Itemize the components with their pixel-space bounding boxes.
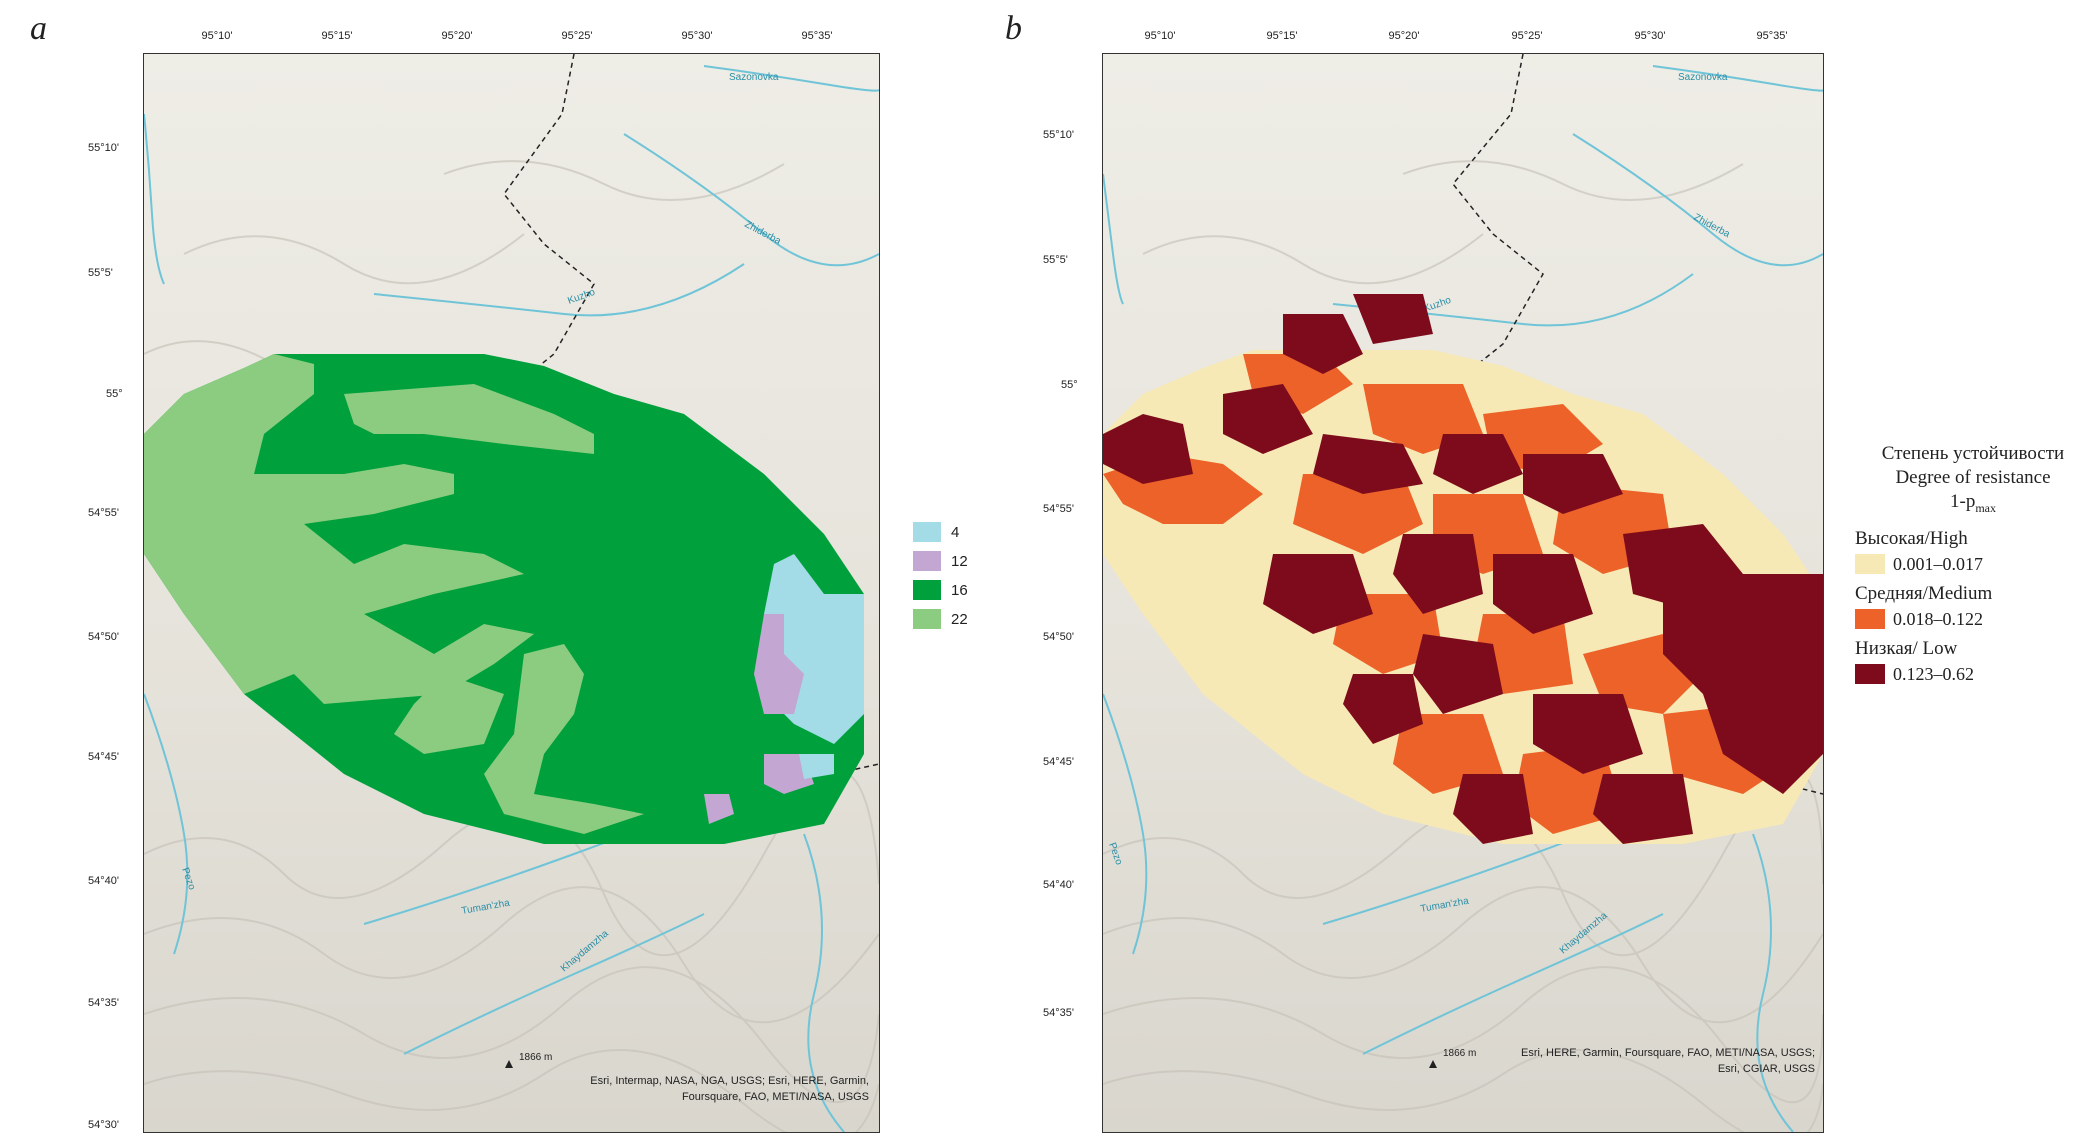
lat-tick: 55° — [106, 388, 123, 400]
legend-a-item-22: 22 — [913, 609, 968, 629]
legend-swatch — [1855, 664, 1885, 685]
legend-range: 0.001–0.017 — [1893, 553, 1983, 574]
river-label-sazonovka: Sazonovka — [729, 72, 779, 83]
credit-line-1: Esri, Intermap, NASA, NGA, USGS; Esri, H… — [590, 1075, 869, 1087]
legend-label: 22 — [951, 610, 968, 628]
legend-class-high: 0.001–0.017 — [1855, 554, 2091, 575]
class-22-patch-south — [484, 644, 644, 834]
lat-tick: 55°10' — [88, 142, 119, 154]
peak-icon — [1429, 1060, 1437, 1068]
lat-tick: 55° — [1061, 379, 1078, 391]
legend-a-item-4: 4 — [913, 522, 959, 542]
lat-tick: 54°45' — [88, 751, 119, 763]
legend-class-low: 0.123–0.62 — [1855, 664, 2091, 685]
legend-swatch — [1855, 609, 1885, 630]
credit-line-2: Foursquare, FAO, METI/NASA, USGS — [682, 1091, 869, 1103]
legend-class-high-name: Высокая/High — [1855, 527, 1968, 549]
lat-tick: 54°40' — [1043, 879, 1074, 891]
class-12-patch-small — [704, 794, 734, 824]
lon-tick: 95°10' — [1144, 30, 1176, 42]
lat-tick: 55°10' — [1043, 129, 1074, 141]
legend-a-item-16: 16 — [913, 580, 968, 600]
lon-tick: 95°20' — [1388, 30, 1420, 42]
lat-tick: 55°5' — [1043, 254, 1068, 266]
legend-class-medium: 0.018–0.122 — [1855, 609, 2091, 630]
legend-title-en: Degree of resistance — [1895, 467, 2051, 488]
river-label-sazonovka: Sazonovka — [1678, 72, 1728, 83]
lon-tick: 95°35' — [1756, 30, 1788, 42]
peak-label: 1866 m — [1443, 1048, 1476, 1059]
legend-formula: 1-pmax — [1855, 490, 2091, 520]
legend-swatch — [913, 551, 941, 571]
credit-line-1: Esri, HERE, Garmin, Foursquare, FAO, MET… — [1521, 1047, 1815, 1059]
lat-tick: 54°35' — [1043, 1007, 1074, 1019]
lat-tick: 54°30' — [88, 1119, 119, 1131]
legend-range: 0.018–0.122 — [1893, 608, 1983, 629]
credit-line-2: Esri, CGIAR, USGS — [1718, 1063, 1815, 1075]
lon-tick: 95°15' — [321, 30, 353, 42]
lon-tick: 95°10' — [201, 30, 233, 42]
lon-tick: 95°35' — [801, 30, 833, 42]
legend-label: 12 — [951, 552, 968, 570]
peak-label: 1866 m — [519, 1052, 552, 1063]
map-panel-b: Sazonovka Zhiderba Kuzho Pezo Tuman'zha … — [1102, 53, 1824, 1133]
panel-a-letter: a — [30, 10, 47, 47]
class-low-areas — [1103, 294, 1823, 844]
lon-tick: 95°25' — [561, 30, 593, 42]
lat-tick: 54°55' — [1043, 503, 1074, 515]
legend-swatch — [913, 522, 941, 542]
class-4-patch — [799, 754, 834, 779]
lon-tick: 95°20' — [441, 30, 473, 42]
formula-base: 1-p — [1950, 491, 1976, 512]
map-a-svg: Sazonovka Zhiderba Kuzho Pezo Tuman'zha … — [144, 54, 879, 1132]
lon-tick: 95°15' — [1266, 30, 1298, 42]
formula-subscript: max — [1975, 500, 1996, 515]
panel-b-letter: b — [1005, 10, 1022, 47]
class-22-area — [144, 354, 534, 704]
lat-tick: 54°35' — [88, 997, 119, 1009]
class-12-area — [754, 614, 804, 714]
legend-a-item-12: 12 — [913, 551, 968, 571]
lat-tick: 54°45' — [1043, 756, 1074, 768]
lat-tick: 54°40' — [88, 875, 119, 887]
legend-swatch — [913, 609, 941, 629]
legend-range: 0.123–0.62 — [1893, 663, 1974, 684]
admin-border — [1452, 54, 1544, 385]
lon-tick: 95°30' — [1634, 30, 1666, 42]
map-b-svg: Sazonovka Zhiderba Kuzho Pezo Tuman'zha … — [1103, 54, 1823, 1132]
class-22-patch-mid — [394, 674, 504, 754]
peak-icon — [505, 1060, 513, 1068]
legend-class-medium-name: Средняя/Medium — [1855, 582, 1993, 604]
lat-tick: 55°5' — [88, 267, 113, 279]
lat-tick: 54°50' — [88, 631, 119, 643]
legend-title-ru: Степень устойчивости — [1881, 443, 2065, 464]
legend-swatch — [1855, 554, 1885, 575]
lat-tick: 54°50' — [1043, 631, 1074, 643]
lon-tick: 95°25' — [1511, 30, 1543, 42]
lon-tick: 95°30' — [681, 30, 713, 42]
map-panel-a: Sazonovka Zhiderba Kuzho Pezo Tuman'zha … — [143, 53, 880, 1133]
legend-label: 4 — [951, 523, 960, 541]
legend-swatch — [913, 580, 941, 600]
legend-label: 16 — [951, 581, 968, 599]
legend-b: Степень устойчивости Degree of resistanc… — [1855, 442, 2091, 685]
lat-tick: 54°55' — [88, 507, 119, 519]
class-22-patch — [344, 384, 594, 454]
legend-class-low-name: Низкая/ Low — [1855, 637, 1958, 659]
